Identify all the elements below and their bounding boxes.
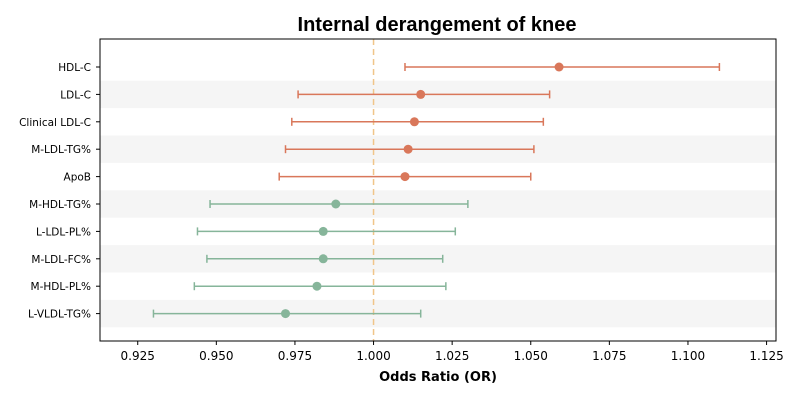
point-estimate <box>312 281 322 291</box>
y-tick-label: M-LDL-TG% <box>31 144 91 156</box>
x-tick-label: 1.025 <box>435 349 469 363</box>
point-estimate <box>281 309 291 319</box>
point-estimate <box>403 144 413 154</box>
y-tick-label: HDL-C <box>58 62 91 74</box>
y-tick-label: M-HDL-PL% <box>31 281 91 293</box>
plot-frame <box>99 38 777 342</box>
x-tick-label: 1.125 <box>749 349 783 363</box>
y-axis: HDL-C LDL-C Clinical LDL-C M-LDL-TG% ApoB M-H… <box>19 62 100 321</box>
x-tick-label: 1.000 <box>356 349 390 363</box>
x-tick-label: 0.925 <box>121 349 155 363</box>
x-tick-label: 0.950 <box>199 349 233 363</box>
point-estimate <box>554 62 564 72</box>
point-estimate <box>331 199 341 209</box>
y-tick-label: Clinical LDL-C <box>19 117 91 129</box>
point-estimate <box>318 254 328 264</box>
x-axis: 0.925 0.950 0.975 1.000 1.025 1.050 1.075 1.100… <box>121 341 784 363</box>
chart-title: Internal derangement of knee <box>298 14 577 36</box>
point-estimate <box>400 172 410 182</box>
y-tick-label: M-LDL-FC% <box>31 254 91 266</box>
x-axis-label: Odds Ratio (OR) <box>379 370 497 385</box>
data-marks <box>152 62 721 319</box>
x-tick-label: 1.100 <box>671 349 705 363</box>
y-tick-label: LDL-C <box>60 89 91 101</box>
point-estimate <box>416 89 426 99</box>
x-tick-label: 1.050 <box>514 349 548 363</box>
x-tick-label: 0.975 <box>278 349 312 363</box>
point-estimate <box>318 226 328 236</box>
y-tick-label: L-VLDL-TG% <box>28 309 91 321</box>
y-tick-label: ApoB <box>64 172 91 184</box>
x-tick-label: 1.075 <box>592 349 626 363</box>
point-estimate <box>409 117 419 127</box>
y-tick-label: L-LDL-PL% <box>36 226 91 238</box>
y-tick-label: M-HDL-TG% <box>29 199 91 211</box>
